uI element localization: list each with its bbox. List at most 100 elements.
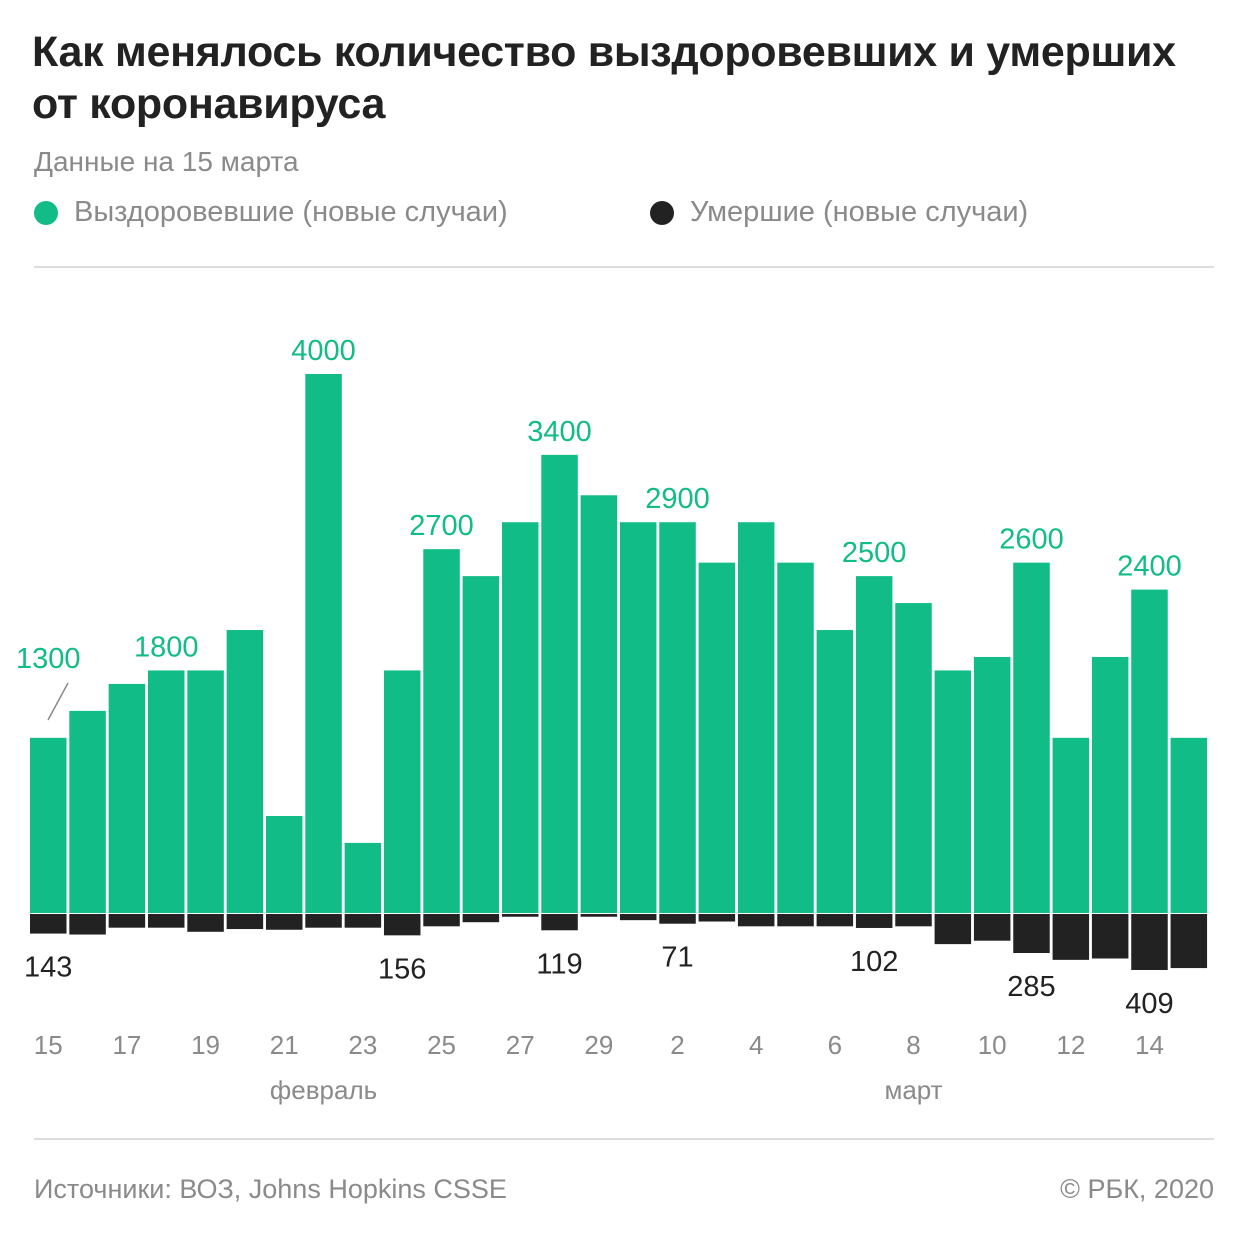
deaths-bar <box>1091 914 1129 959</box>
deaths-bar <box>305 914 342 928</box>
deaths-bar <box>816 914 854 927</box>
recovered-bar <box>501 522 539 913</box>
recovered-bar <box>1091 656 1129 913</box>
chart-title: Как менялось количество выздоровевших и … <box>32 28 1176 128</box>
deaths-bar <box>147 914 185 928</box>
deaths-value-label: 102 <box>850 946 898 978</box>
x-tick-label: 27 <box>506 1030 535 1060</box>
recovered-bar <box>423 549 460 913</box>
x-tick-label: 2 <box>670 1030 684 1060</box>
recovered-bar <box>541 454 578 913</box>
recovered-bar <box>305 374 342 913</box>
deaths-bar <box>265 914 303 930</box>
recovered-bar <box>383 670 421 913</box>
deaths-bar <box>501 914 539 917</box>
deaths-bar <box>895 914 932 927</box>
deaths-bar <box>226 914 264 930</box>
deaths-bar <box>973 914 1011 941</box>
legend: Выздоровевшие (новые случаи) Умершие (но… <box>34 196 1214 236</box>
x-tick-label: 21 <box>270 1030 299 1060</box>
x-tick-label: 8 <box>906 1030 920 1060</box>
recovered-value-label: 1300 <box>16 643 81 675</box>
recovered-value-label: 2600 <box>999 524 1064 556</box>
chart-canvas: 1300 1800 4000 2700 3400 2900 2500 2600 2400 143 1… <box>16 335 1208 1105</box>
deaths-bar <box>108 914 146 928</box>
bottom-divider <box>34 1138 1214 1140</box>
x-tick-label: 29 <box>584 1030 613 1060</box>
source-note: Источники: ВОЗ, Johns Hopkins CSSE <box>34 1174 507 1204</box>
x-tick-label: 12 <box>1056 1030 1085 1060</box>
x-tick-label: 6 <box>828 1030 842 1060</box>
deaths-bar <box>619 914 657 921</box>
deaths-bar <box>541 914 578 931</box>
recovered-bar <box>1013 562 1050 913</box>
recovered-value-label: 2700 <box>409 510 474 542</box>
deaths-value-label: 156 <box>378 953 426 985</box>
deaths-bar <box>1013 914 1050 954</box>
chart-subtitle: Данные на 15 марта <box>34 146 299 177</box>
deaths-bar <box>69 914 106 935</box>
recovered-bar <box>69 710 106 913</box>
recovered-value-label: 2500 <box>842 537 907 569</box>
x-tick-label: 17 <box>112 1030 141 1060</box>
deaths-bar <box>187 914 224 932</box>
recovered-value-label: 1800 <box>134 631 199 663</box>
deaths-value-label: 285 <box>1007 971 1055 1003</box>
legend-item-recovered: Выздоровевшие (новые случаи) <box>34 196 508 229</box>
recovered-bar <box>1170 737 1208 913</box>
deaths-bar <box>580 914 618 917</box>
deaths-bar <box>1170 914 1208 969</box>
deaths-bar <box>344 914 382 928</box>
legend-dot-deaths-icon <box>650 200 674 225</box>
recovered-bar <box>1052 737 1090 913</box>
recovered-bar <box>934 670 972 913</box>
recovered-bar <box>619 522 657 913</box>
label-leader-line <box>47 682 69 721</box>
recovered-value-label: 3400 <box>527 416 592 448</box>
x-tick-label: 14 <box>1135 1030 1164 1060</box>
legend-item-deaths: Умершие (новые случаи) <box>650 196 1028 229</box>
x-tick-label: 25 <box>427 1030 456 1060</box>
x-tick-label: 19 <box>191 1030 220 1060</box>
recovered-bar <box>659 522 696 913</box>
recovered-bar <box>30 737 67 913</box>
deaths-bar <box>659 914 696 924</box>
deaths-bar <box>462 914 500 923</box>
recovered-bar <box>855 576 893 913</box>
recovered-bar <box>777 562 814 913</box>
deaths-bar <box>737 914 775 927</box>
deaths-bar <box>423 914 460 927</box>
deaths-bar <box>1052 914 1090 960</box>
deaths-bar <box>934 914 972 945</box>
recovered-bar <box>1131 589 1168 913</box>
deaths-bar <box>383 914 421 936</box>
recovered-bar <box>147 670 185 913</box>
recovered-bar <box>698 562 736 913</box>
deaths-bar <box>1131 914 1168 970</box>
recovered-value-label: 4000 <box>291 335 356 367</box>
deaths-value-label: 143 <box>24 952 72 984</box>
month-label: март <box>884 1075 942 1105</box>
deaths-bar <box>30 914 67 934</box>
x-tick-label: 15 <box>34 1030 63 1060</box>
deaths-bar <box>698 914 736 922</box>
recovered-bar <box>226 630 264 913</box>
recovered-bar <box>580 495 618 913</box>
deaths-bar <box>777 914 814 927</box>
deaths-value-label: 71 <box>661 942 693 974</box>
top-divider <box>34 266 1214 268</box>
legend-dot-recovered-icon <box>34 200 58 225</box>
recovered-bar <box>737 522 775 913</box>
deaths-value-label: 409 <box>1125 988 1173 1020</box>
deaths-value-label: 119 <box>536 948 582 980</box>
recovered-bar <box>462 576 500 913</box>
legend-label-deaths: Умершие (новые случаи) <box>690 196 1029 228</box>
recovered-bar <box>108 683 146 913</box>
legend-label-recovered: Выздоровевшие (новые случаи) <box>74 196 508 228</box>
x-tick-label: 4 <box>749 1030 763 1060</box>
recovered-bar <box>344 842 382 913</box>
recovered-bar <box>973 656 1011 913</box>
x-tick-label: 23 <box>348 1030 377 1060</box>
recovered-value-label: 2400 <box>1117 551 1182 583</box>
recovered-bar <box>265 815 303 913</box>
